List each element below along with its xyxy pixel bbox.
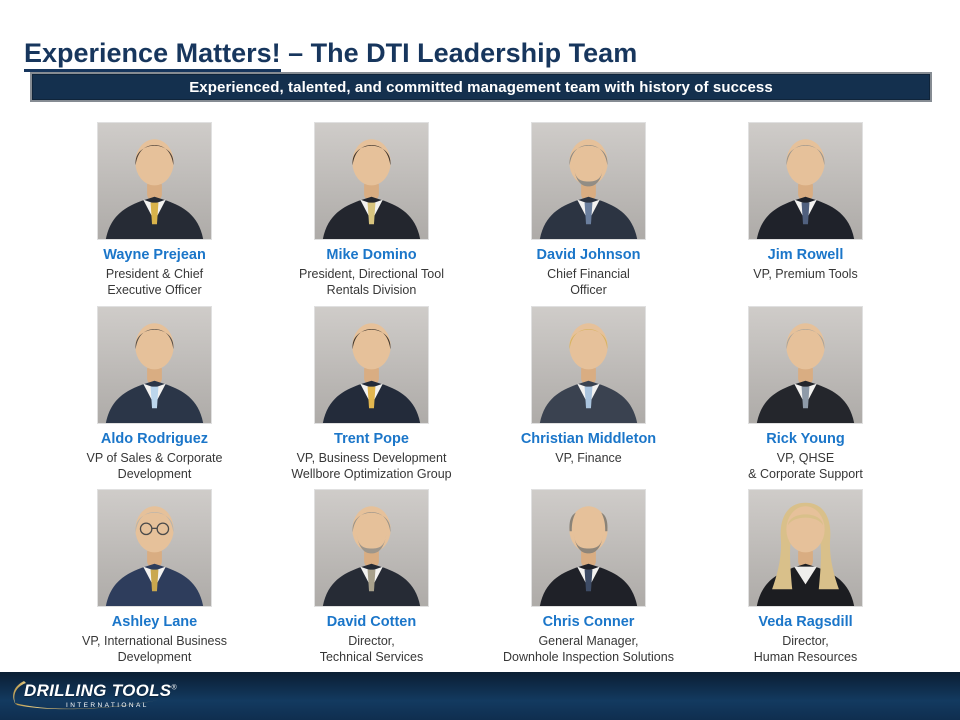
person-title: Director, Technical Services — [319, 634, 424, 664]
person-title: President & Chief Executive Officer — [105, 267, 204, 297]
person-name: David Johnson — [536, 247, 641, 263]
logo-swoosh-icon — [13, 681, 158, 710]
headshot-photo — [314, 306, 429, 424]
person-name: Jim Rowell — [767, 247, 844, 263]
headshot-photo — [531, 489, 646, 607]
person-title: VP, International Business Development — [81, 634, 227, 664]
company-logo: DRILLING TOOLS® INTERNATIONAL — [13, 678, 177, 716]
headshot-photo — [531, 122, 646, 240]
person-title: President, Directional Tool Rentals Divi… — [299, 267, 444, 297]
leadership-grid-row-3: Ashley Lane VP, International Business D… — [46, 489, 914, 665]
person-card: Chris Conner General Manager, Downhole I… — [480, 489, 697, 665]
person-name: Rick Young — [766, 431, 845, 447]
person-title: VP of Sales & Corporate Development — [86, 451, 223, 481]
person-name: Wayne Prejean — [103, 247, 206, 263]
person-card: David Cotten Director, Technical Service… — [263, 489, 480, 665]
person-title: VP, Premium Tools — [753, 267, 858, 281]
person-name: Trent Pope — [334, 431, 409, 447]
headshot-photo — [748, 122, 863, 240]
person-title: VP, Business Development Wellbore Optimi… — [291, 451, 452, 481]
headshot-photo — [97, 122, 212, 240]
person-title: Director, Human Resources — [753, 634, 858, 664]
person-name: Christian Middleton — [520, 431, 657, 447]
leadership-grid-row-1: Wayne Prejean President & Chief Executiv… — [46, 122, 914, 298]
logo-brand-text: DRILLING TOOLS — [24, 681, 172, 700]
headshot-photo — [97, 306, 212, 424]
headshot-photo — [748, 306, 863, 424]
person-card: Trent Pope VP, Business Development Well… — [263, 306, 480, 482]
page-title: Experience Matters! – The DTI Leadership… — [24, 38, 638, 73]
person-card: Jim Rowell VP, Premium Tools — [697, 122, 914, 298]
subtitle-banner: Experienced, talented, and committed man… — [30, 72, 932, 102]
person-card: Veda Ragsdill Director, Human Resources — [697, 489, 914, 665]
person-name: David Cotten — [326, 614, 417, 630]
headshot-photo — [748, 489, 863, 607]
leadership-grid-row-2: Aldo Rodriguez VP of Sales & Corporate D… — [46, 306, 914, 482]
person-card: David Johnson Chief Financial Officer — [480, 122, 697, 298]
registered-mark-icon: ® — [171, 684, 177, 692]
person-card: Aldo Rodriguez VP of Sales & Corporate D… — [46, 306, 263, 482]
person-card: Mike Domino President, Directional Tool … — [263, 122, 480, 298]
person-name: Chris Conner — [542, 614, 635, 630]
logo-subtext: INTERNATIONAL — [66, 702, 149, 709]
headshot-photo — [97, 489, 212, 607]
person-card: Rick Young VP, QHSE & Corporate Support — [697, 306, 914, 482]
logo-text: DRILLING TOOLS® INTERNATIONAL — [24, 681, 177, 709]
person-name: Aldo Rodriguez — [100, 431, 209, 447]
person-title: VP, Finance — [555, 451, 622, 465]
page-title-emphasis: Experience Matters! — [24, 38, 281, 73]
person-title: Chief Financial Officer — [547, 267, 630, 297]
headshot-photo — [531, 306, 646, 424]
person-card: Ashley Lane VP, International Business D… — [46, 489, 263, 665]
person-name: Ashley Lane — [111, 614, 198, 630]
headshot-photo — [314, 122, 429, 240]
footer-bar: DRILLING TOOLS® INTERNATIONAL 25 — [0, 672, 960, 720]
person-title: General Manager, Downhole Inspection Sol… — [503, 634, 674, 664]
headshot-photo — [314, 489, 429, 607]
person-title: VP, QHSE & Corporate Support — [748, 451, 863, 481]
person-name: Veda Ragsdill — [758, 614, 853, 630]
subtitle-banner-text: Experienced, talented, and committed man… — [189, 78, 773, 96]
page-title-rest: – The DTI Leadership Team — [280, 38, 638, 69]
person-card: Christian Middleton VP, Finance — [480, 306, 697, 482]
person-card: Wayne Prejean President & Chief Executiv… — [46, 122, 263, 298]
person-name: Mike Domino — [326, 247, 417, 263]
